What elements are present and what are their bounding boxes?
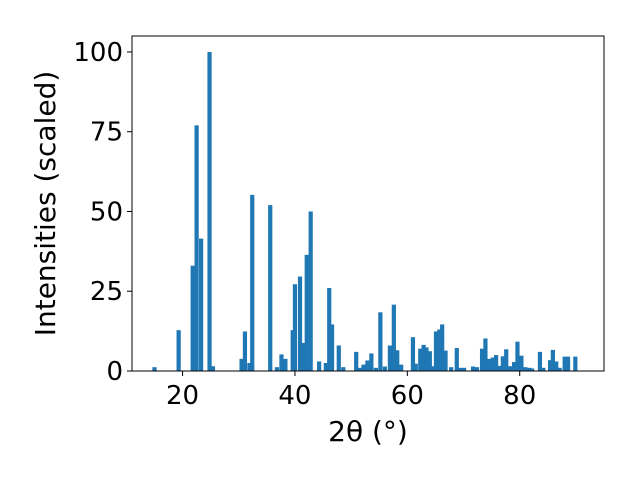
bar-54 <box>470 366 476 371</box>
bar-26 <box>341 367 346 371</box>
bar-66 <box>515 341 520 371</box>
bar-57 <box>483 338 488 371</box>
bar-62 <box>500 356 505 371</box>
bar-45 <box>431 366 436 371</box>
bar-51 <box>454 348 459 371</box>
bar-60 <box>494 355 499 371</box>
bar-74 <box>550 349 555 371</box>
bar-23 <box>327 288 332 371</box>
bar-63 <box>504 349 509 371</box>
bar-1 <box>176 330 181 371</box>
bar-47 <box>437 329 442 371</box>
bar-25 <box>336 345 341 371</box>
bar-34 <box>382 366 387 371</box>
x-tick-label: 80 <box>503 381 536 411</box>
bar-46 <box>433 331 439 371</box>
bar-48 <box>440 324 445 371</box>
y-tick-label: 50 <box>90 197 123 227</box>
bar-73 <box>547 360 553 371</box>
bar-64 <box>508 366 513 371</box>
y-ticks: 0 25 50 75 100 <box>73 38 132 387</box>
bar-15 <box>290 330 295 371</box>
bar-59 <box>490 357 495 371</box>
bar-28 <box>357 367 362 371</box>
bar-20 <box>308 211 313 371</box>
y-tick-label: 25 <box>90 277 123 307</box>
bar-2 <box>190 265 195 371</box>
bar-75 <box>554 361 559 371</box>
bar-77 <box>562 356 567 371</box>
bar-42 <box>421 344 426 371</box>
bar-53 <box>461 367 467 371</box>
bar-29 <box>361 364 366 371</box>
bar-18 <box>301 342 306 371</box>
bar-70 <box>529 368 535 371</box>
bar-79 <box>573 356 578 371</box>
bar-8 <box>242 331 248 371</box>
bar-58 <box>486 358 491 371</box>
bar-55 <box>474 367 480 371</box>
bar-6 <box>210 366 216 371</box>
bar-35 <box>387 345 393 371</box>
bar-7 <box>239 358 244 371</box>
bar-69 <box>527 367 532 371</box>
x-tick-label: 20 <box>166 381 199 411</box>
bar-3 <box>194 125 199 371</box>
bar-21 <box>317 361 322 371</box>
bar-13 <box>279 354 284 371</box>
bar-41 <box>418 348 423 371</box>
bar-61 <box>497 365 502 371</box>
bar-14 <box>283 358 288 371</box>
bar-16 <box>292 284 298 371</box>
bar-68 <box>523 367 528 371</box>
bar-78 <box>565 356 571 371</box>
bar-5 <box>207 51 212 371</box>
bar-17 <box>297 276 303 371</box>
plot-frame <box>131 35 605 372</box>
bar-72 <box>541 367 546 371</box>
y-tick-label: 75 <box>90 118 123 148</box>
bar-19 <box>304 254 309 371</box>
bar-0 <box>152 367 157 371</box>
bar-39 <box>410 337 416 371</box>
bar-12 <box>274 367 280 371</box>
y-axis-label: Intensities (scaled) <box>29 71 62 337</box>
bar-37 <box>395 350 400 371</box>
bar-71 <box>537 351 543 371</box>
bar-11 <box>268 205 273 371</box>
bars-group <box>152 51 578 371</box>
bar-67 <box>519 355 524 371</box>
bar-30 <box>365 360 370 371</box>
y-tick-label: 100 <box>73 38 123 68</box>
bar-76 <box>557 367 562 371</box>
bar-31 <box>369 353 374 371</box>
bar-44 <box>427 351 432 371</box>
bar-36 <box>391 304 396 371</box>
x-axis-label: 2θ (°) <box>328 415 408 448</box>
y-tick-label: 0 <box>106 357 123 387</box>
bar-40 <box>413 363 418 371</box>
x-tick-label: 40 <box>278 381 311 411</box>
bar-9 <box>247 363 252 371</box>
x-ticks: 20 40 60 80 <box>166 371 536 411</box>
bar-52 <box>458 367 463 371</box>
bar-65 <box>512 362 517 371</box>
bar-27 <box>354 351 359 371</box>
bar-43 <box>424 347 429 371</box>
bar-4 <box>199 238 204 371</box>
x-tick-label: 60 <box>391 381 424 411</box>
bar-38 <box>399 364 404 371</box>
bar-56 <box>479 348 485 371</box>
bar-50 <box>449 367 454 371</box>
bar-10 <box>250 194 255 371</box>
bar-49 <box>443 350 448 371</box>
bar-22 <box>323 363 328 371</box>
bar-33 <box>378 312 383 371</box>
bar-24 <box>329 324 335 371</box>
bar-32 <box>373 367 378 371</box>
